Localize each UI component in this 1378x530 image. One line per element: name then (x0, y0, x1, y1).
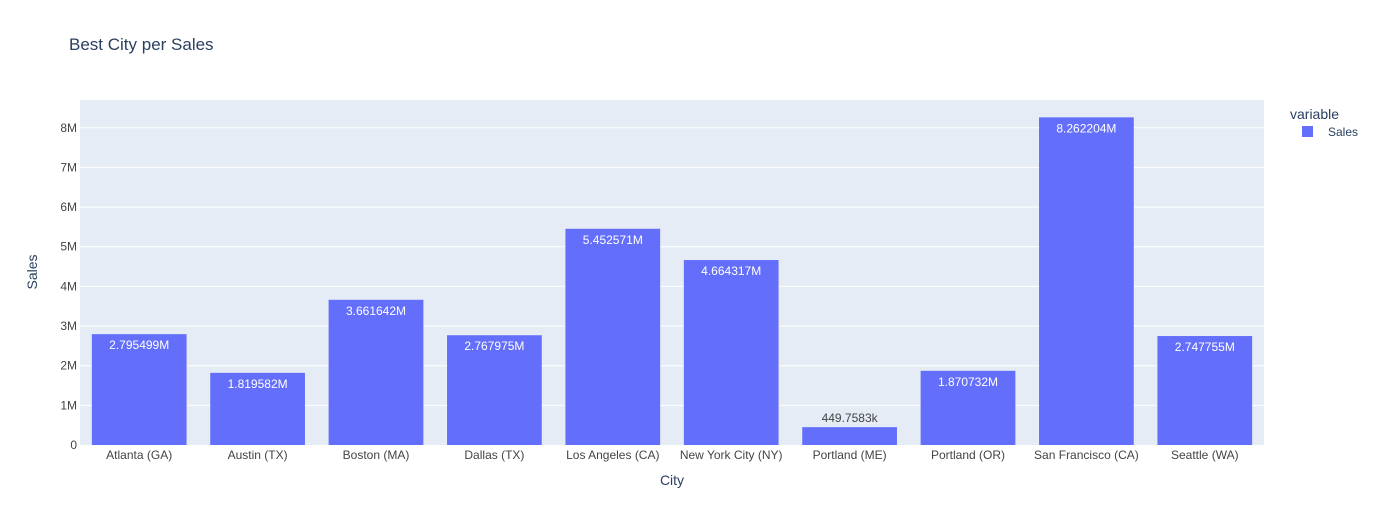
y-axis-ticks: 0 1M 2M 3M 4M 5M 6M 7M 8M (60, 121, 77, 452)
y-tick-label: 4M (60, 279, 77, 293)
x-tick-label: Dallas (TX) (464, 448, 524, 462)
y-tick-label: 0 (70, 438, 77, 452)
legend[interactable]: variable Sales (1290, 106, 1358, 139)
x-tick-label: Atlanta (GA) (106, 448, 172, 462)
y-tick-label: 8M (60, 121, 77, 135)
bar-value-label: 1.819582M (228, 377, 288, 391)
bar-value-label: 1.870732M (938, 375, 998, 389)
y-tick-label: 3M (60, 319, 77, 333)
bar[interactable] (1039, 117, 1134, 446)
x-tick-label: Austin (TX) (228, 448, 288, 462)
x-axis-title: City (660, 472, 684, 488)
bar[interactable] (91, 334, 187, 445)
bar-value-label: 4.664317M (701, 264, 761, 278)
x-tick-label: Seattle (WA) (1171, 448, 1239, 462)
x-tick-label: Boston (MA) (343, 448, 410, 462)
legend-swatch (1302, 126, 1313, 137)
bar[interactable] (920, 370, 1016, 445)
bar-value-label: 2.795499M (109, 338, 169, 352)
x-tick-label: New York City (NY) (680, 448, 783, 462)
bar[interactable] (328, 299, 424, 445)
bar[interactable] (210, 372, 305, 445)
bar-value-label: 5.452571M (583, 233, 643, 247)
y-axis-title: Sales (24, 254, 40, 289)
chart-title: Best City per Sales (69, 35, 214, 54)
y-tick-label: 5M (60, 240, 77, 254)
bars: 2.795499M 1.819582M 3.661642M 2.767975M 5.45… (91, 117, 1253, 446)
y-tick-label: 2M (60, 359, 77, 373)
legend-item-sales[interactable]: Sales (1302, 125, 1358, 139)
bar[interactable] (683, 260, 779, 445)
x-tick-label: Portland (OR) (931, 448, 1005, 462)
x-tick-label: Los Angeles (CA) (566, 448, 659, 462)
bar-value-label: 8.262204M (1056, 121, 1116, 135)
x-tick-label: Portland (ME) (813, 448, 887, 462)
bar-value-label: 449.7583k (822, 411, 879, 425)
x-axis-ticks: Atlanta (GA) Austin (TX) Boston (MA) Dallas… (106, 448, 1238, 462)
bar-value-label: 3.661642M (346, 304, 406, 318)
bar-value-label: 2.767975M (464, 339, 524, 353)
legend-item-label: Sales (1328, 125, 1358, 139)
x-tick-label: San Francisco (CA) (1034, 448, 1139, 462)
bar[interactable] (1157, 336, 1253, 445)
bar[interactable] (565, 228, 661, 445)
y-tick-label: 6M (60, 200, 77, 214)
y-tick-label: 7M (60, 160, 77, 174)
y-tick-label: 1M (60, 398, 77, 412)
bar[interactable] (447, 335, 542, 445)
bar[interactable] (802, 427, 897, 445)
legend-title: variable (1290, 106, 1339, 122)
bar-value-label: 2.747755M (1175, 340, 1235, 354)
